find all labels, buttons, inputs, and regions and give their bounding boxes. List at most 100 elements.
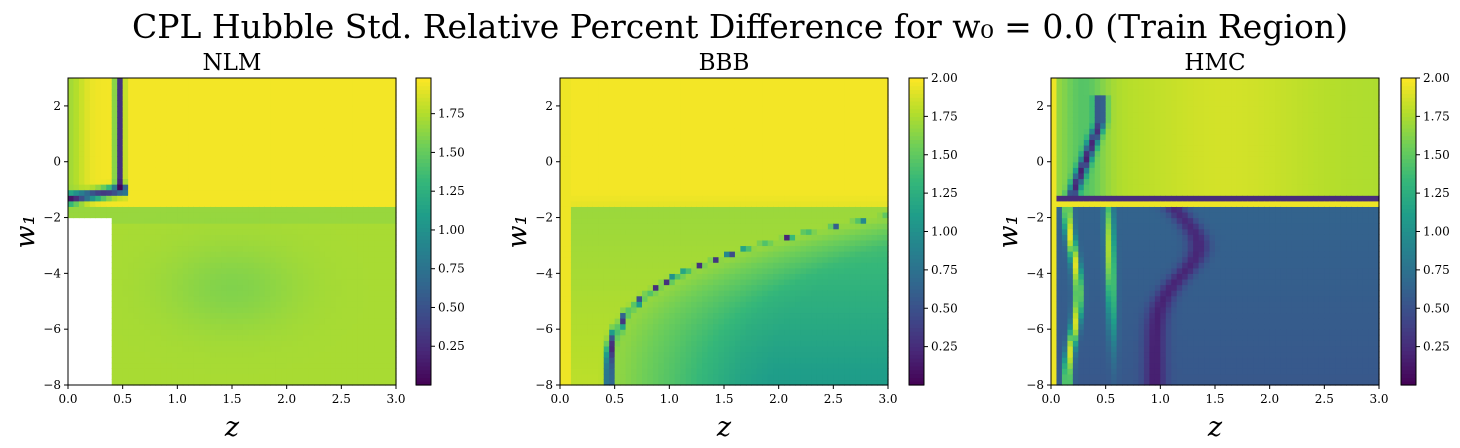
heatmap-cell	[631, 357, 638, 364]
heatmap-cell	[724, 89, 731, 96]
heatmap-cell	[614, 83, 621, 90]
heatmap-cell	[199, 228, 206, 235]
heatmap-cell	[669, 267, 676, 274]
heatmap-cell	[128, 318, 135, 325]
heatmap-cell	[264, 94, 271, 101]
heatmap-cell	[100, 156, 107, 163]
heatmap-cell	[286, 239, 293, 247]
heatmap-cell	[352, 357, 359, 364]
heatmap-cell	[346, 234, 353, 241]
heatmap-cell	[117, 78, 124, 85]
heatmap-cell	[177, 150, 184, 157]
heatmap-cell	[237, 373, 244, 381]
heatmap-cell	[691, 368, 698, 375]
heatmap-cell	[84, 122, 91, 129]
heatmap-cell	[587, 178, 594, 185]
heatmap-cell	[171, 144, 178, 152]
heatmap-cell	[275, 351, 282, 358]
heatmap-cell	[253, 133, 260, 140]
heatmap-cell	[581, 144, 588, 152]
heatmap-cell	[335, 368, 342, 375]
heatmap-cell	[734, 329, 741, 336]
heatmap-cell	[565, 239, 572, 247]
heatmap-cell	[663, 144, 670, 152]
heatmap-cell	[221, 306, 228, 314]
heatmap-cell	[78, 117, 85, 124]
heatmap-cell	[303, 122, 310, 129]
heatmap-cell	[210, 340, 217, 347]
heatmap-cell	[150, 340, 157, 347]
heatmap-cell	[281, 368, 288, 375]
heatmap-cell	[324, 122, 331, 129]
panel-title: NLM	[203, 50, 262, 76]
heatmap-cell	[128, 105, 135, 113]
heatmap-cell	[188, 122, 195, 129]
heatmap-cell	[352, 284, 359, 291]
heatmap-cell	[237, 368, 244, 375]
heatmap-cell	[696, 100, 703, 107]
heatmap-cell	[275, 161, 282, 168]
heatmap-cell	[117, 122, 124, 129]
heatmap-cell	[565, 217, 572, 224]
heatmap-cell	[144, 278, 151, 286]
heatmap-cell	[155, 189, 162, 196]
heatmap-cell	[691, 284, 698, 291]
heatmap-cell	[111, 262, 118, 269]
heatmap-cell	[314, 156, 321, 163]
heatmap-cell	[139, 94, 146, 101]
heatmap-cell	[642, 379, 649, 386]
heatmap-cell	[696, 89, 703, 96]
heatmap-cell	[598, 178, 605, 185]
heatmap-cell	[226, 329, 233, 336]
heatmap-cell	[292, 351, 299, 358]
heatmap-cell	[303, 239, 310, 247]
heatmap-cell	[204, 340, 211, 347]
heatmap-cell	[171, 295, 178, 302]
heatmap-cell	[674, 251, 681, 258]
heatmap-cell	[335, 100, 342, 107]
heatmap-cell	[570, 267, 577, 274]
heatmap-cell	[166, 340, 173, 347]
heatmap-cell	[570, 245, 577, 252]
heatmap-cell	[570, 94, 577, 101]
heatmap-cell	[663, 195, 670, 202]
heatmap-cell	[685, 172, 692, 180]
heatmap-cell	[592, 312, 599, 319]
heatmap-cell	[281, 122, 288, 129]
heatmap-cell	[204, 117, 211, 124]
heatmap-cell	[702, 156, 709, 163]
heatmap-cell	[232, 139, 239, 146]
heatmap-cell	[680, 351, 687, 358]
heatmap-cell	[232, 156, 239, 163]
heatmap-cell	[734, 195, 741, 202]
heatmap-cell	[707, 262, 714, 269]
heatmap-cell	[270, 178, 277, 185]
heatmap-cell	[150, 379, 157, 386]
heatmap-cell	[691, 139, 698, 146]
heatmap-cell	[193, 223, 200, 230]
heatmap-cell	[696, 189, 703, 196]
heatmap-cell	[160, 323, 167, 330]
heatmap-cell	[674, 373, 681, 381]
heatmap-cell	[374, 273, 381, 280]
heatmap-cell	[139, 340, 146, 347]
heatmap-cell	[303, 133, 310, 140]
heatmap-cell	[139, 256, 146, 263]
heatmap-cell	[674, 211, 681, 219]
heatmap-cell	[576, 206, 583, 213]
heatmap-cell	[226, 245, 233, 252]
heatmap-cell	[297, 156, 304, 163]
heatmap-cell	[609, 195, 616, 202]
heatmap-cell	[133, 312, 140, 319]
colorbar-swatch	[416, 85, 431, 91]
heatmap-cell	[379, 262, 386, 269]
heatmap-cell	[363, 357, 370, 364]
heatmap-cell	[144, 117, 151, 124]
heatmap-cell	[642, 211, 649, 219]
heatmap-cell	[264, 156, 271, 163]
heatmap-cell	[669, 189, 676, 196]
heatmap-cell	[669, 105, 676, 113]
heatmap-cell	[368, 128, 375, 135]
heatmap-cell	[177, 318, 184, 325]
heatmap-cell	[560, 128, 567, 135]
